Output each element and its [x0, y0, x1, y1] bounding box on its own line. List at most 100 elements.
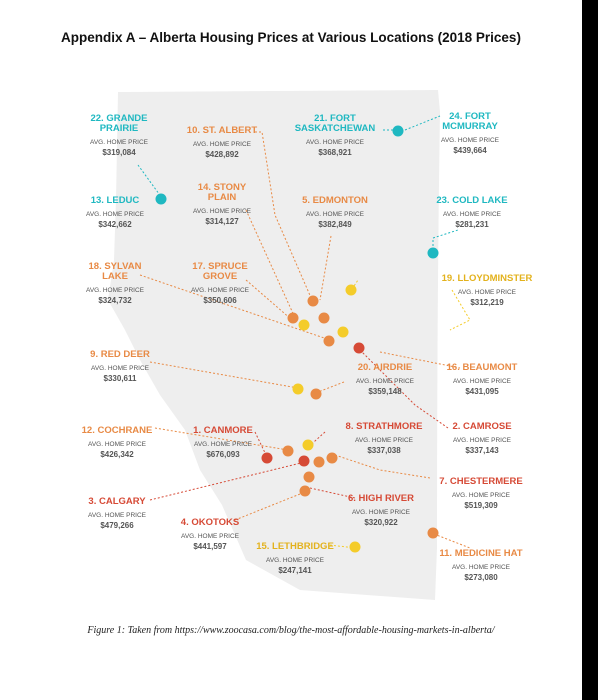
price-value: $350,606	[203, 295, 237, 305]
location-label-23: 23. COLD LAKE AVG. HOME PRICE $281,231	[422, 196, 522, 229]
leader-st-albert	[255, 131, 313, 301]
price-value: $439,664	[453, 145, 487, 155]
leader-calgary	[149, 461, 306, 501]
location-name: 9. RED DEER	[90, 349, 150, 360]
location-name: 23. COLD LAKE	[436, 195, 508, 206]
price-value: $359,148	[368, 386, 402, 396]
location-name: 11. MEDICINE HAT	[439, 548, 523, 559]
price-label: AVG. HOME PRICE	[451, 563, 511, 571]
location-name: 20. AIRDRIE	[357, 362, 413, 373]
marker-grande-prairie	[155, 193, 167, 205]
location-name: PRAIRIE	[99, 122, 139, 134]
marker-beaumont	[337, 326, 349, 338]
leader-lloydminster	[449, 289, 471, 331]
price-label: AVG. HOME PRICE	[192, 207, 252, 215]
price-value: $320,922	[364, 517, 398, 527]
marker-st-albert	[307, 295, 319, 307]
marker-camrose	[353, 342, 365, 354]
location-label-13: 13. LEDUC AVG. HOME PRICE $342,662	[75, 196, 155, 229]
location-label-21: 21. FORT SASKATCHEWAN AVG. HOME PRICE $368,…	[280, 114, 390, 157]
location-label-22: 22. GRANDE PRAIRIE AVG. HOME PRICE $319,084	[75, 114, 163, 157]
price-label: AVG. HOME PRICE	[355, 377, 415, 385]
location-name: 3. CALGARY	[88, 496, 146, 507]
price-label: AVG. HOME PRICE	[85, 286, 145, 294]
location-label-15: 15. LETHBRIDGE AVG. HOME PRICE $247,141	[245, 542, 345, 575]
leader-cochrane	[154, 427, 289, 451]
leader-edmonton	[319, 235, 332, 301]
price-label: AVG. HOME PRICE	[457, 288, 517, 296]
location-name: 13. LEDUC	[90, 195, 140, 206]
leader-medicine-hat	[433, 533, 471, 549]
price-label: AVG. HOME PRICE	[193, 440, 253, 448]
location-label-3: 3. CALGARY AVG. HOME PRICE $479,266	[77, 497, 157, 530]
leader-grande-prairie	[137, 164, 163, 199]
location-name: 14. STONY	[197, 182, 247, 193]
marker-medicine-hat	[427, 527, 439, 539]
leader-camrose	[359, 349, 449, 429]
price-label: AVG. HOME PRICE	[89, 138, 149, 146]
location-name: 5. EDMONTON	[302, 195, 368, 206]
price-label: AVG. HOME PRICE	[192, 140, 252, 148]
location-name: 22. GRANDE	[90, 113, 148, 124]
marker-lloydminster	[345, 284, 357, 296]
price-label: AVG. HOME PRICE	[190, 286, 250, 294]
location-name: 8. STRATHMORE	[345, 421, 423, 432]
price-value: $324,732	[98, 295, 132, 305]
price-value: $337,143	[465, 445, 499, 455]
marker-spruce-grove	[298, 319, 310, 331]
location-label-5: 5. EDMONTON AVG. HOME PRICE $382,849	[285, 196, 385, 229]
location-name: 19. LLOYDMINSTER	[441, 273, 533, 284]
location-label-10: 10. ST. ALBERT AVG. HOME PRICE $428,892	[172, 126, 272, 159]
leader-airdrie	[317, 381, 345, 393]
location-name: 16. BEAUMONT	[446, 362, 518, 373]
location-label-8: 8. STRATHMORE AVG. HOME PRICE $337,038	[336, 422, 432, 455]
price-value: $368,921	[318, 147, 352, 157]
marker-calgary	[298, 455, 310, 467]
marker-chestermere	[313, 456, 325, 468]
location-name: 24. FORT	[449, 111, 491, 122]
location-name: PLAIN	[207, 191, 237, 203]
location-label-20: 20. AIRDRIE AVG. HOME PRICE $359,148	[340, 363, 430, 396]
marker-cold-lake	[427, 247, 439, 259]
price-label: AVG. HOME PRICE	[305, 138, 365, 146]
price-label: AVG. HOME PRICE	[451, 491, 511, 499]
price-value: $479,266	[100, 520, 134, 530]
marker-edmonton	[318, 312, 330, 324]
location-label-17: 17. SPRUCE GROVE AVG. HOME PRICE $350,606	[180, 262, 260, 305]
leader-red-deer	[149, 361, 299, 389]
price-value: $382,849	[318, 219, 352, 229]
location-name: 6. HIGH RIVER	[348, 493, 414, 504]
price-value: $319,084	[102, 147, 136, 157]
price-value: $281,231	[455, 219, 489, 229]
price-value: $441,597	[193, 541, 227, 551]
price-value: $273,080	[464, 572, 498, 582]
marker-strathmore	[326, 452, 338, 464]
location-name: MCMURRAY	[442, 120, 498, 132]
location-name: 10. ST. ALBERT	[186, 125, 258, 136]
location-name: 12. COCHRANE	[81, 425, 153, 436]
location-name: GROVE	[202, 270, 238, 282]
page-title: Appendix A – Alberta Housing Prices at V…	[61, 30, 521, 45]
marker-sylvan-lake	[310, 388, 322, 400]
price-label: AVG. HOME PRICE	[354, 436, 414, 444]
location-name: 2. CAMROSE	[452, 421, 512, 432]
leader-chestermere	[334, 454, 431, 479]
marker-fort-saskatchewan	[392, 125, 404, 137]
location-name: 18. SYLVAN	[88, 261, 142, 272]
price-label: AVG. HOME PRICE	[442, 210, 502, 218]
location-name: 7. CHESTERMERE	[439, 476, 523, 487]
price-value: $312,219	[470, 297, 504, 307]
price-label: AVG. HOME PRICE	[90, 364, 150, 372]
figure-caption: Figure 1: Taken from https://www.zoocasa…	[87, 625, 495, 636]
location-name: 4. OKOTOKS	[180, 517, 240, 528]
marker-red-deer	[292, 383, 304, 395]
location-label-16: 16. BEAUMONT AVG. HOME PRICE $431,095	[432, 363, 532, 396]
location-label-14: 14. STONY PLAIN AVG. HOME PRICE $314,127	[178, 183, 266, 226]
location-name: 21. FORT	[314, 113, 356, 124]
leader-canmore	[254, 431, 268, 458]
marker-okotoks	[303, 471, 315, 483]
location-label-7: 7. CHESTERMERE AVG. HOME PRICE $519,309	[425, 477, 537, 510]
location-label-6: 6. HIGH RIVER AVG. HOME PRICE $320,922	[336, 494, 426, 527]
location-label-2: 2. CAMROSE AVG. HOME PRICE $337,143	[437, 422, 527, 455]
leader-beaumont	[379, 351, 461, 369]
